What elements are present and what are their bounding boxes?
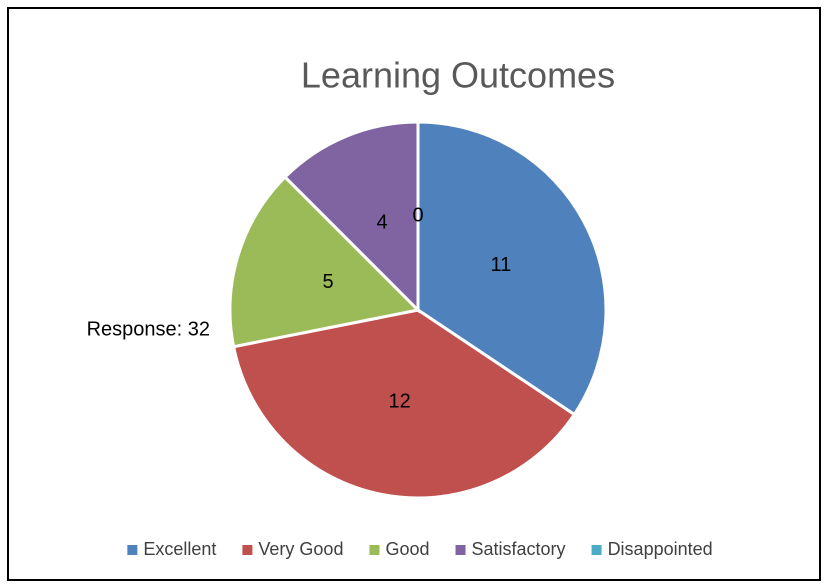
legend-swatch xyxy=(455,545,466,555)
legend-label: Disappointed xyxy=(608,539,713,559)
legend-swatch xyxy=(242,545,253,555)
legend-label: Very Good xyxy=(258,539,343,559)
legend-swatch xyxy=(369,545,380,555)
legend-label: Good xyxy=(385,539,429,559)
legend-label: Excellent xyxy=(143,539,216,559)
legend-swatch xyxy=(591,545,602,555)
data-label: 12 xyxy=(389,390,411,412)
data-label: 5 xyxy=(322,271,333,293)
legend-label: Satisfactory xyxy=(472,539,566,559)
data-label: 4 xyxy=(376,211,387,233)
pie-slice xyxy=(228,174,422,349)
pie-slice xyxy=(231,308,577,500)
data-label: 0 xyxy=(412,204,423,226)
data-label: 11 xyxy=(491,254,512,276)
pie-slice xyxy=(282,120,420,314)
chart-title: Learning Outcomes xyxy=(301,55,615,96)
legend-swatch xyxy=(127,545,138,555)
annotation: Response: 32 xyxy=(87,318,210,340)
